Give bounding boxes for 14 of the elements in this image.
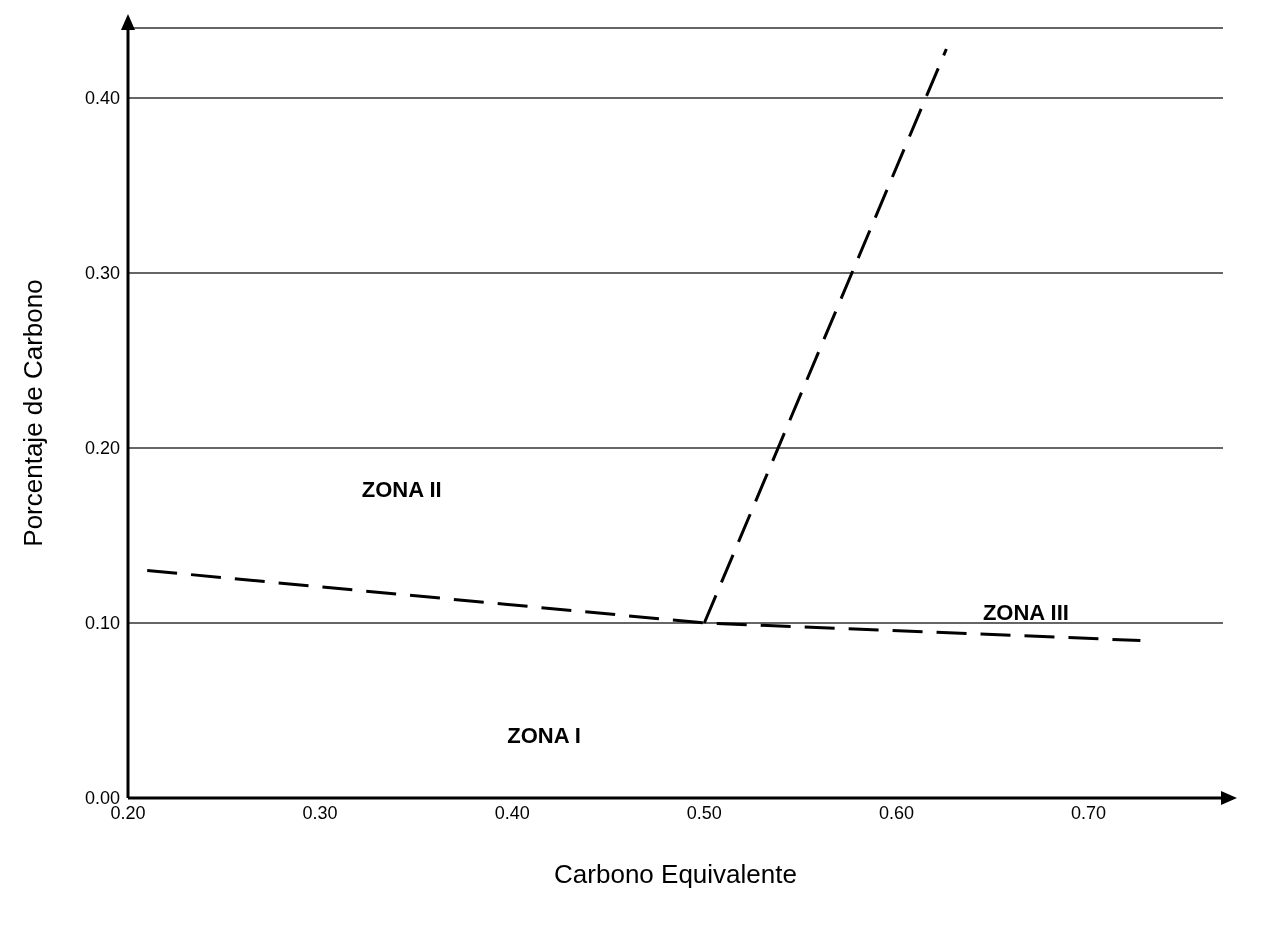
- annotation: ZONA III: [982, 600, 1069, 627]
- y-tick-label: 0.30: [84, 263, 120, 284]
- y-tick-label: 0.10: [84, 613, 120, 634]
- x-tick-label: 0.30: [302, 802, 338, 823]
- y-tick-label: 0.20: [84, 438, 120, 459]
- annotation: ZONA I: [507, 723, 581, 750]
- annotation: ZONA II: [361, 477, 442, 503]
- x-tick-label: 0.50: [686, 802, 722, 823]
- x-tick-label: 0.70: [1071, 802, 1107, 823]
- y-tick-label: 0.40: [84, 88, 120, 109]
- y-axis-title: Porcentaje de Carbono: [18, 279, 49, 547]
- x-axis-title: Carbono Equivalente: [554, 859, 797, 889]
- x-tick-label: 0.60: [878, 802, 914, 823]
- x-tick-label: 0.40: [494, 802, 530, 823]
